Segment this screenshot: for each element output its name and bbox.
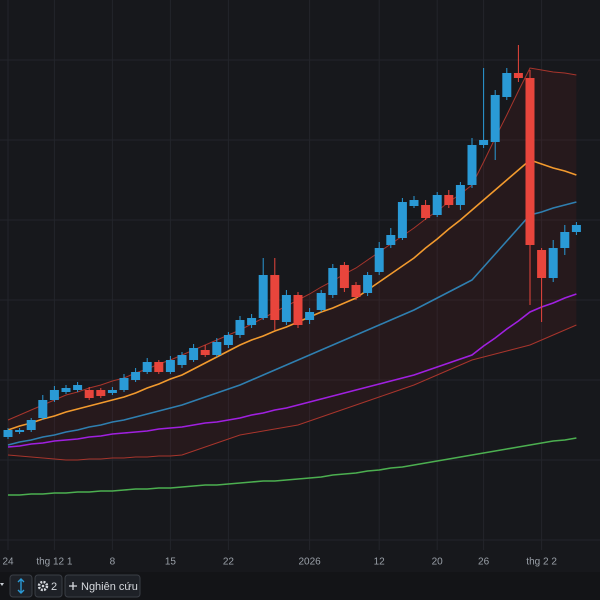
candle-body [363,275,373,293]
x-tick-label: thg 2 2 [526,557,557,568]
candle-body [409,200,419,206]
candle-body [351,285,361,297]
x-tick-label: 8 [110,557,116,568]
x-tick-label: 26 [478,557,490,568]
studies-button[interactable] [64,574,141,598]
candle-body [455,185,465,205]
plus-icon [69,582,77,590]
candle-body [107,390,117,393]
candle-body [247,318,257,325]
candle-body [15,430,25,432]
candle-body [212,342,222,355]
indicator-line [7,324,577,461]
candle-body [154,362,164,372]
candle-body [316,293,326,310]
candle-body [3,430,13,437]
candle-body [270,275,280,320]
indicator-line [7,293,577,448]
x-tick-label: 22 [223,557,235,568]
candle-body [26,420,36,430]
candle-body [374,248,384,272]
indicator-line [7,67,577,421]
candle-body [223,335,233,345]
toolbar: 2 Nghiên cứu [0,572,600,600]
candle-body [84,390,94,398]
candle-body [49,390,59,400]
grid [0,59,600,541]
candle-body [281,295,291,322]
x-tick-label: thg 12 1 [36,557,73,568]
candle-body [61,388,71,392]
candle-body [177,355,187,365]
indicator-line [7,201,577,446]
dropdown-icon[interactable] [0,583,4,586]
candle-body [96,390,106,396]
studies-button-label: Nghiên cứu [81,581,138,593]
candle-body [432,195,442,215]
candle-body [571,225,581,232]
x-axis: 24 thg 12 1 8 15 22 2026 12 20 26 thg 2 2 [2,557,557,568]
candle-body [38,400,48,418]
settings-button[interactable] [34,574,63,598]
indicator-line [8,437,577,496]
band-fill [8,68,577,460]
candle-body [548,248,558,278]
candle-body [142,362,152,372]
x-tick-label: 2026 [298,557,321,568]
candle-body [235,320,245,335]
x-tick-label: 12 [374,557,386,568]
candle-body [444,195,454,205]
candle-body [525,78,535,245]
candle-body [165,360,175,372]
candle-body [479,140,489,145]
candle-body [328,268,338,295]
candle-body [513,73,523,78]
candle-body [537,250,547,278]
candle-body [502,73,512,97]
x-tick-label: 20 [432,557,444,568]
candle-body [293,295,303,325]
candle-body [386,235,396,245]
candle-body [200,350,210,355]
candle-body [490,95,500,142]
gear-icon-center [41,584,45,588]
candle-body [258,275,268,318]
settings-count: 2 [51,581,57,593]
plot-area [3,0,581,550]
candle-body [467,145,477,185]
x-tick-label: 15 [165,557,177,568]
scale-icon [17,578,25,594]
candle-body [189,348,199,360]
candle-body [421,205,431,218]
candle-body [397,202,407,238]
candle-body [119,378,129,390]
candle-body [131,372,141,380]
candle-body [73,385,83,390]
candle-body [339,265,349,288]
indicator-line [7,159,577,431]
candle-body [560,232,570,248]
candle-body [305,312,315,320]
gear-icon [37,580,49,592]
x-tick-label: 24 [2,557,14,568]
